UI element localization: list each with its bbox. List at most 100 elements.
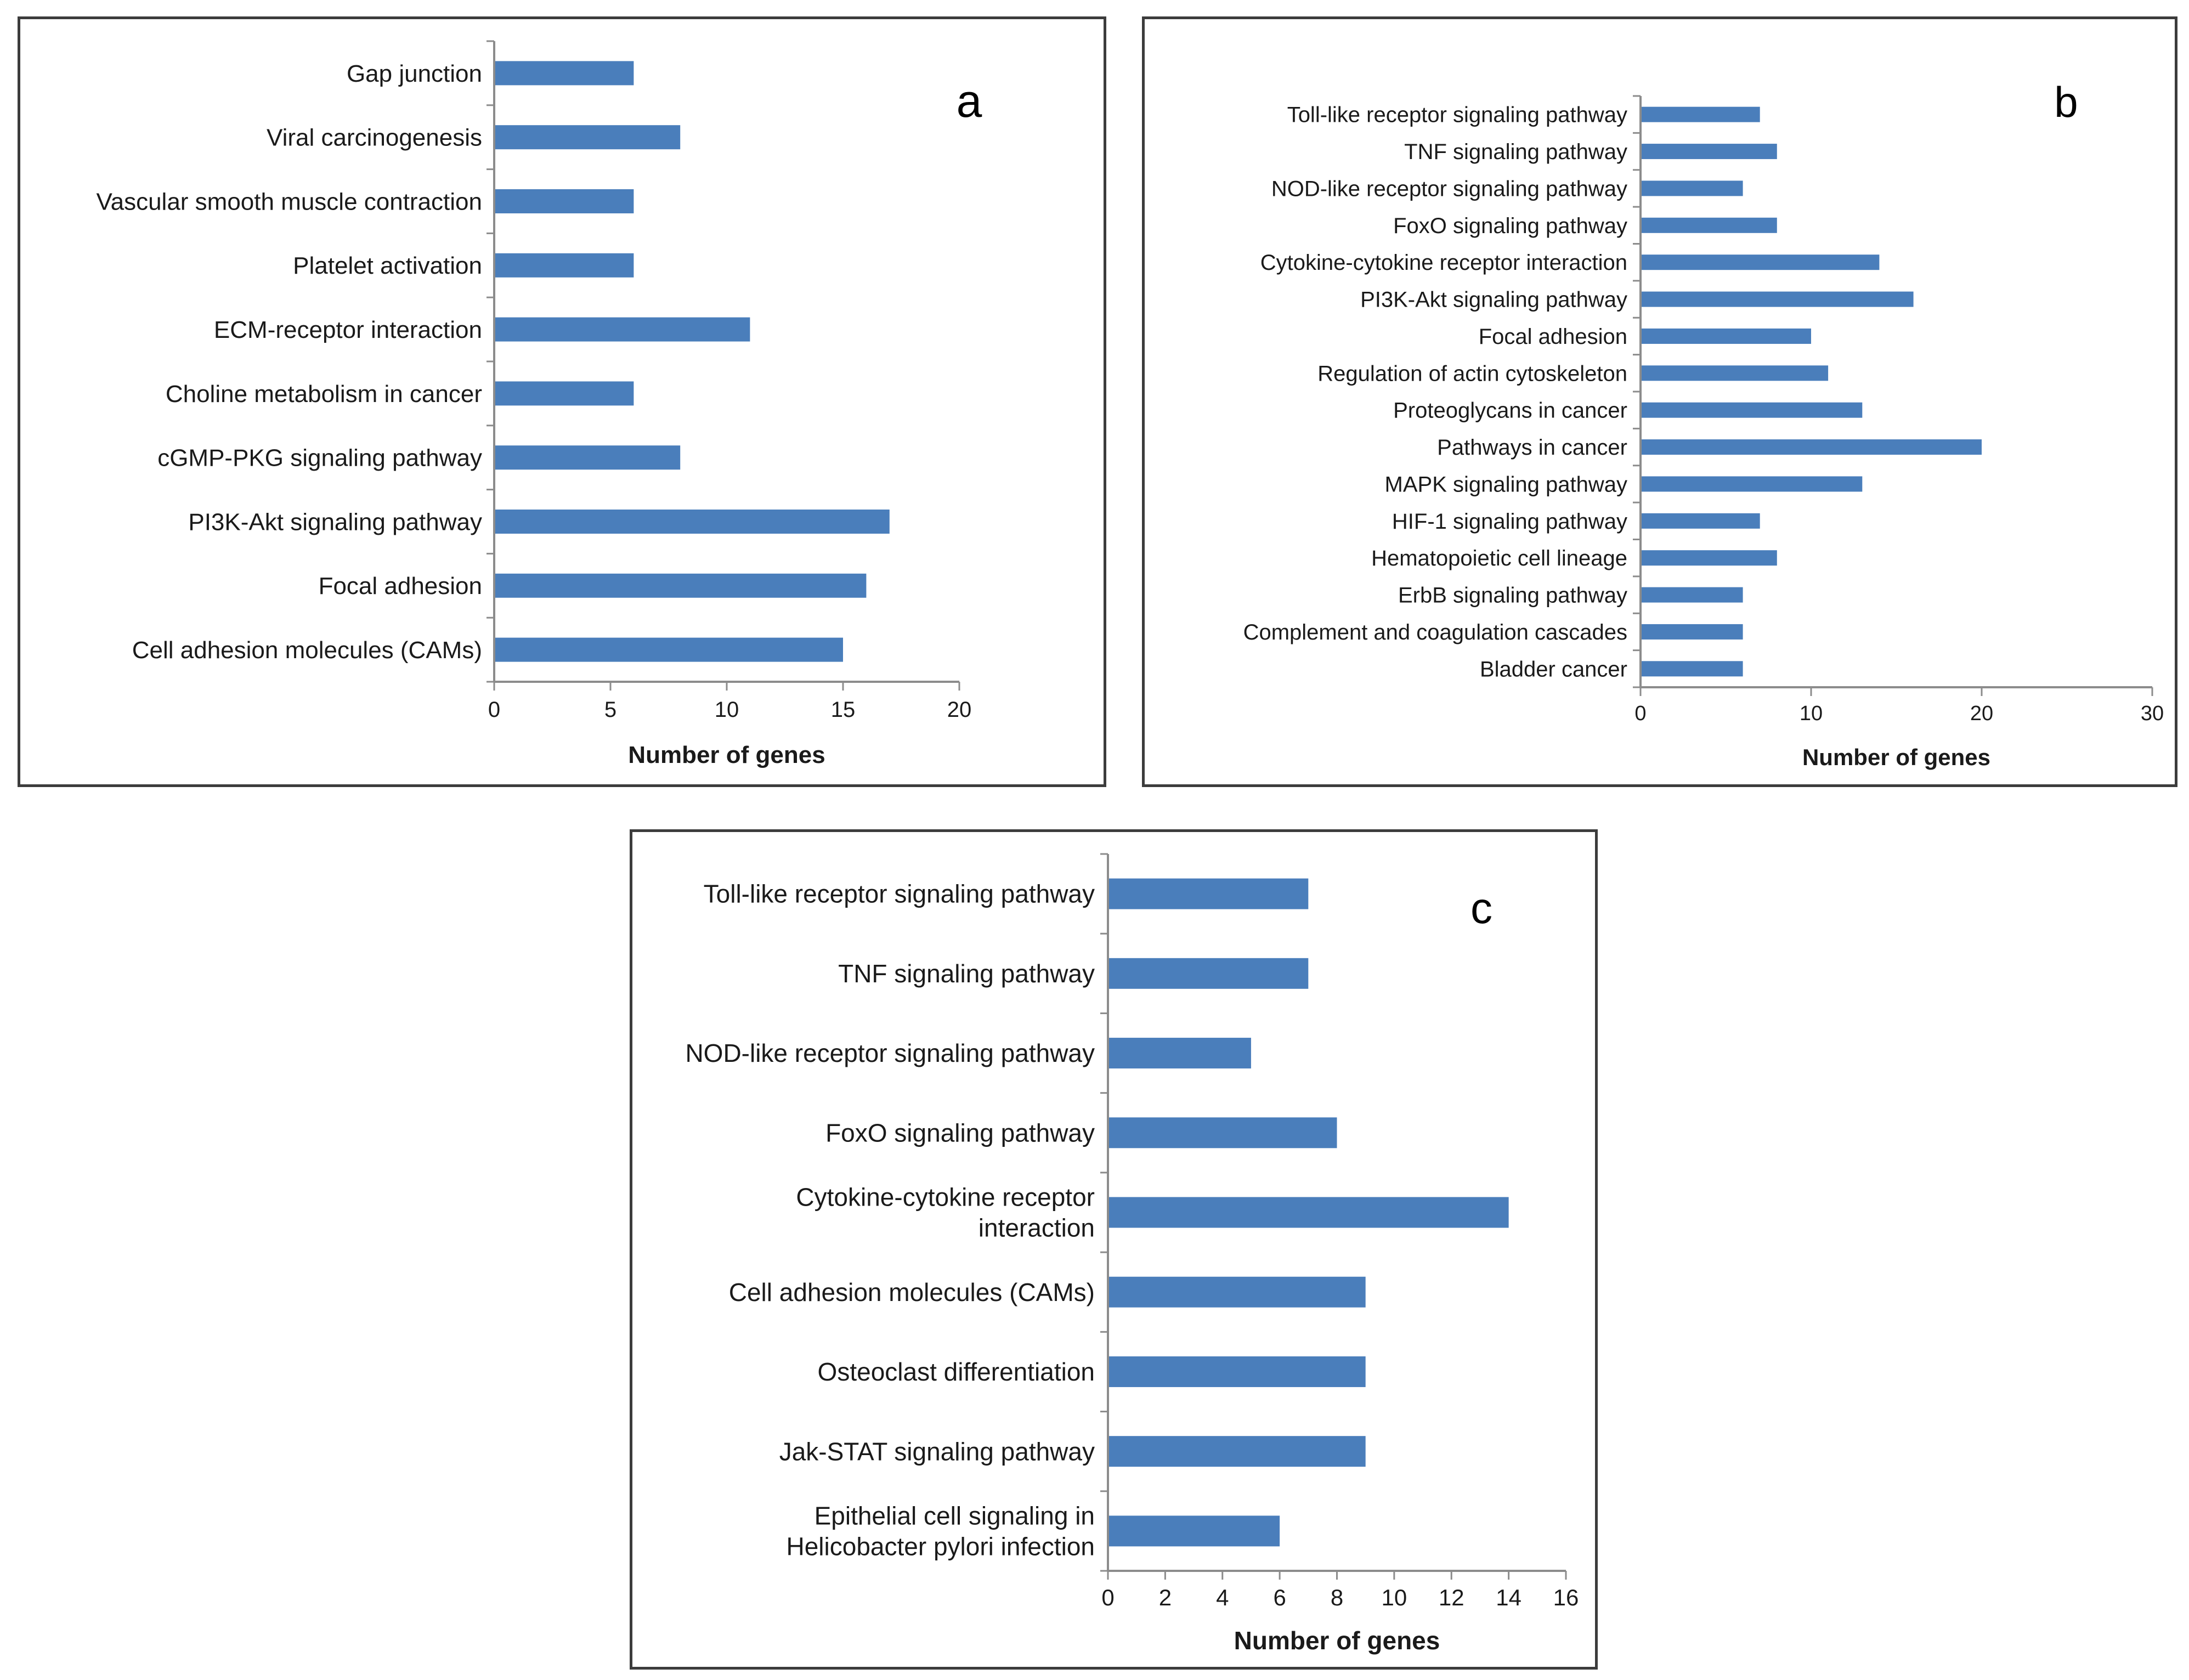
panel-label: c <box>1470 884 1492 932</box>
category-label: Pathways in cancer <box>1437 435 1627 460</box>
bar <box>1109 1276 1366 1308</box>
category-label: Hematopoietic cell lineage <box>1371 546 1627 570</box>
category-label: Viral carcinogenesis <box>267 125 482 151</box>
category-label: FoxO signaling pathway <box>1393 214 1627 238</box>
category-label: PI3K-Akt signaling pathway <box>1360 288 1627 312</box>
category-label-line: Pathways in cancer <box>1437 435 1627 460</box>
bar <box>1642 217 1777 233</box>
category-label-line: Vascular smooth muscle contraction <box>97 188 482 215</box>
category-label-line: Regulation of actin cytoskeleton <box>1317 361 1627 386</box>
category-label-line: Viral carcinogenesis <box>267 125 482 151</box>
x-tick-label: 10 <box>715 698 739 722</box>
bar <box>1642 254 1880 270</box>
x-tick-label: 20 <box>947 698 972 722</box>
bar-chart-a: 0 5 10 15 20 Gap junction Viral carcinogenesis… <box>97 40 982 768</box>
x-tick-label: 12 <box>1439 1585 1464 1610</box>
category-label-line: NOD-like receptor signaling pathway <box>685 1039 1095 1067</box>
bar <box>1109 1197 1509 1228</box>
category-label: Toll-like receptor signaling pathway <box>1287 103 1627 127</box>
category-label: Toll-like receptor signaling pathway <box>704 880 1095 908</box>
bar <box>1642 661 1743 677</box>
category-label-line: Cell adhesion molecules (CAMs) <box>729 1278 1095 1306</box>
category-label: Osteoclast differentiation <box>818 1357 1095 1386</box>
category-label-line: Proteoglycans in cancer <box>1393 399 1627 423</box>
category-label: Regulation of actin cytoskeleton <box>1317 361 1627 386</box>
x-tick-label: 0 <box>488 698 500 722</box>
bar-chart-b: 0 10 20 30 Toll-like receptor signaling path… <box>1243 78 2164 770</box>
bar <box>1109 958 1309 989</box>
category-label: cGMP-PKG signaling pathway <box>157 445 482 472</box>
category-label-line: PI3K-Akt signaling pathway <box>1360 288 1627 312</box>
bar <box>1109 1117 1337 1149</box>
category-label-line: Cell adhesion molecules (CAMs) <box>132 637 482 664</box>
bar <box>1642 291 1914 307</box>
category-label-line: Toll-like receptor signaling pathway <box>1287 103 1627 127</box>
category-label: NOD-like receptor signaling pathway <box>1271 177 1627 201</box>
category-label-line: HIF-1 signaling pathway <box>1392 510 1627 534</box>
category-label: Bladder cancer <box>1480 657 1627 681</box>
category-label: Cell adhesion molecules (CAMs) <box>729 1278 1095 1306</box>
category-label: Choline metabolism in cancer <box>166 381 482 408</box>
bar <box>1109 1038 1251 1069</box>
category-label-line: Osteoclast differentiation <box>818 1357 1095 1386</box>
category-label: MAPK signaling pathway <box>1385 472 1627 496</box>
category-label-line: FoxO signaling pathway <box>825 1118 1095 1147</box>
bar <box>1642 439 1982 455</box>
x-axis-title: Number of genes <box>1802 744 1990 770</box>
category-label-line: ECM-receptor interaction <box>214 316 482 343</box>
x-axis-title: Number of genes <box>1234 1626 1440 1655</box>
bar <box>1642 106 1760 122</box>
category-label: PI3K-Akt signaling pathway <box>188 508 482 535</box>
category-label: Cytokine-cytokine receptor interaction <box>796 1183 1095 1242</box>
x-tick-label: 20 <box>1970 702 1993 725</box>
category-label: Jak-STAT signaling pathway <box>779 1437 1095 1466</box>
category-label-line: Platelet activation <box>293 252 482 279</box>
category-label: Focal adhesion <box>1479 325 1627 349</box>
x-tick-label: 5 <box>604 698 616 722</box>
category-label-line: Hematopoietic cell lineage <box>1371 546 1627 570</box>
category-label-line: ErbB signaling pathway <box>1398 584 1627 608</box>
bar <box>495 381 634 406</box>
category-label: TNF signaling pathway <box>838 959 1095 988</box>
bar <box>1642 144 1777 160</box>
bar <box>495 445 681 470</box>
category-label-line: Epithelial cell signaling in <box>814 1501 1095 1530</box>
x-tick-label: 15 <box>831 698 856 722</box>
category-label: Platelet activation <box>293 252 482 279</box>
bar <box>495 61 634 86</box>
category-label-line: Gap junction <box>347 60 482 87</box>
x-tick-label: 14 <box>1496 1585 1521 1610</box>
category-label-line: FoxO signaling pathway <box>1393 214 1627 238</box>
category-label: HIF-1 signaling pathway <box>1392 510 1627 534</box>
category-label-line: TNF signaling pathway <box>838 959 1095 988</box>
bar <box>495 637 843 662</box>
category-label-line: Complement and coagulation cascades <box>1243 620 1627 644</box>
bar <box>1109 1436 1366 1467</box>
bar <box>1109 1515 1280 1547</box>
x-tick-label: 16 <box>1553 1585 1579 1610</box>
bar <box>1642 365 1829 381</box>
x-tick-label: 8 <box>1331 1585 1343 1610</box>
category-label-line: interaction <box>978 1214 1095 1242</box>
x-tick-label: 10 <box>1382 1585 1407 1610</box>
bar <box>1109 878 1309 909</box>
category-label: ErbB signaling pathway <box>1398 584 1627 608</box>
category-label-line: Bladder cancer <box>1480 657 1627 681</box>
category-label-line: Cytokine-cytokine receptor interaction <box>1260 251 1627 275</box>
panel-label: b <box>2054 78 2078 126</box>
bar <box>1642 624 1743 640</box>
category-label: Proteoglycans in cancer <box>1393 399 1627 423</box>
category-label-line: Toll-like receptor signaling pathway <box>704 880 1095 908</box>
category-label: NOD-like receptor signaling pathway <box>685 1039 1095 1067</box>
panel-label: a <box>957 75 982 127</box>
bar <box>495 253 634 278</box>
bar <box>1642 587 1743 603</box>
x-tick-label: 30 <box>2141 702 2164 725</box>
bar <box>1642 476 1863 492</box>
category-label-line: cGMP-PKG signaling pathway <box>157 445 482 472</box>
x-axis-title: Number of genes <box>628 742 825 768</box>
bar <box>1109 1356 1366 1387</box>
bar <box>1642 513 1760 529</box>
bar <box>1642 328 1811 344</box>
bar-chart-c: 0 2 4 6 8 10 12 14 16 Toll-like receptor signalin… <box>685 853 1579 1655</box>
